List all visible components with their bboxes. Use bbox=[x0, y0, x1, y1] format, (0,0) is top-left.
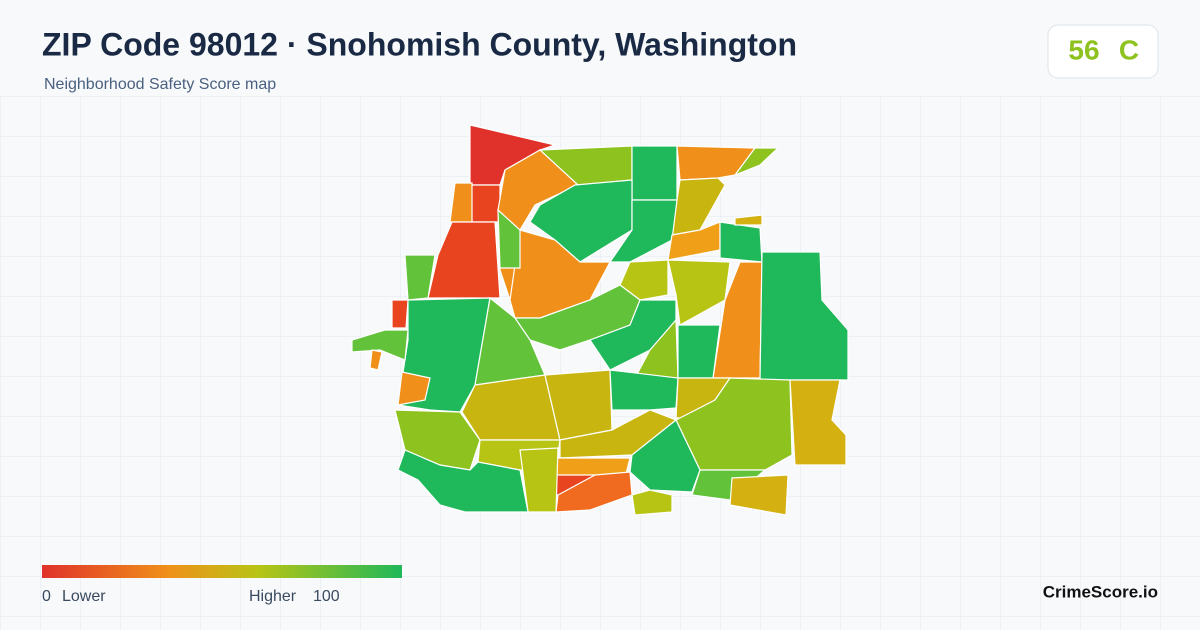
zip-area bbox=[519, 447, 559, 513]
zip-area bbox=[733, 147, 780, 177]
subtitle: Neighborhood Safety Score map bbox=[44, 76, 276, 93]
score-grade: C bbox=[1119, 34, 1139, 65]
score-box bbox=[1047, 24, 1159, 79]
zip-area bbox=[789, 379, 847, 466]
zip-area bbox=[397, 449, 529, 513]
zip-area bbox=[404, 254, 436, 301]
zip-area bbox=[555, 471, 633, 513]
title: ZIP Code 98012 · Snohomish County, Washi… bbox=[42, 26, 797, 62]
zip-area bbox=[351, 329, 409, 361]
zip-area bbox=[729, 474, 789, 516]
zip-area bbox=[609, 369, 679, 411]
zip-area bbox=[397, 371, 431, 406]
legend-max: 100 bbox=[313, 588, 340, 605]
zip-area bbox=[497, 208, 521, 269]
zip-area bbox=[391, 299, 409, 329]
zip-area bbox=[719, 221, 763, 263]
zip-area bbox=[427, 221, 501, 299]
legend-max-label: Higher bbox=[249, 588, 297, 605]
zip-area bbox=[631, 489, 673, 516]
zip-area bbox=[474, 296, 546, 386]
legend-min-label: Lower bbox=[62, 588, 106, 605]
score-value: 56 bbox=[1068, 34, 1099, 65]
zip-area bbox=[469, 184, 501, 223]
zip-area bbox=[369, 349, 383, 371]
map bbox=[351, 124, 849, 516]
zip-area bbox=[667, 259, 731, 326]
zip-area bbox=[461, 374, 561, 441]
zip-area bbox=[734, 214, 763, 226]
legend-min: 0 bbox=[42, 588, 51, 605]
brand: CrimeScore.io bbox=[1043, 582, 1158, 601]
zip-area bbox=[631, 145, 678, 201]
zip-area bbox=[677, 324, 721, 379]
zip-area bbox=[619, 259, 669, 301]
zip-area bbox=[676, 145, 757, 181]
legend-gradient bbox=[42, 565, 402, 578]
